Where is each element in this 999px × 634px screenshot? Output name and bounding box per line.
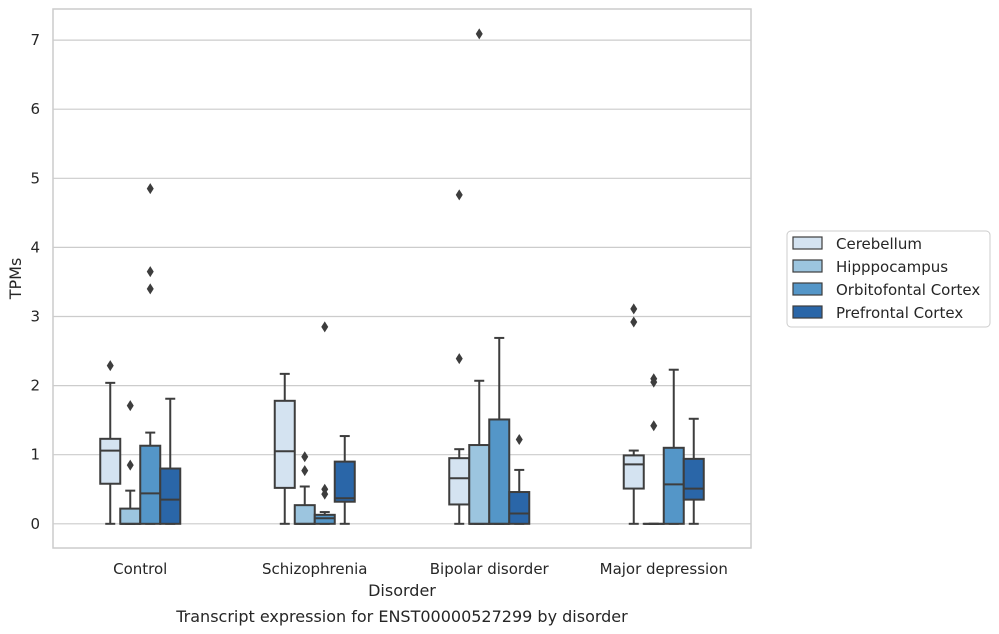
box-0-3 xyxy=(159,397,182,525)
legend-label: Orbitofontal Cortex xyxy=(836,281,980,299)
y-tick-label: 6 xyxy=(30,100,40,118)
box-0-1 xyxy=(119,400,142,525)
outlier-point xyxy=(455,353,463,365)
box-3-1 xyxy=(642,373,665,525)
box-3-2 xyxy=(662,368,685,525)
legend: Cerebellum Hipppocampus Orbitofontal Corte… xyxy=(786,230,991,328)
y-tick-labels: 0 1 2 3 4 5 6 7 xyxy=(30,31,40,533)
x-tick-label: Schizophrenia xyxy=(262,560,367,578)
outlier-point xyxy=(515,434,523,446)
box-body xyxy=(508,491,531,525)
chart-title: Transcript expression for ENST0000052729… xyxy=(175,607,628,626)
box-body xyxy=(139,444,162,525)
box-body xyxy=(313,513,336,525)
outlier-point xyxy=(630,316,638,328)
outlier-point xyxy=(475,28,483,40)
outlier-point xyxy=(106,360,114,372)
box-2-3 xyxy=(508,434,531,525)
x-axis-title: Disorder xyxy=(368,581,436,600)
box-body xyxy=(99,437,122,485)
box-2-0 xyxy=(448,189,471,525)
legend-label: Hipppocampus xyxy=(836,258,948,276)
outlier-point xyxy=(630,303,638,315)
y-axis-title: TPMs xyxy=(6,258,25,301)
box-body xyxy=(622,454,645,490)
box-body xyxy=(159,467,182,525)
outlier-point xyxy=(650,373,658,385)
legend-frame xyxy=(786,230,991,328)
y-tick-label: 7 xyxy=(30,31,40,49)
legend-label: Prefrontal Cortex xyxy=(836,304,963,322)
outlier-point xyxy=(301,451,309,463)
legend-swatch xyxy=(792,236,823,250)
y-tick-label: 4 xyxy=(30,238,40,256)
box-body xyxy=(293,504,316,525)
y-tick-label: 2 xyxy=(30,377,40,395)
plot-frame xyxy=(52,8,752,549)
x-tick-label: Major depression xyxy=(600,560,728,578)
box-body xyxy=(468,444,491,525)
box-series xyxy=(99,28,705,525)
outlier-point xyxy=(126,459,134,471)
box-2-1 xyxy=(468,28,491,525)
box-2-2 xyxy=(488,336,511,525)
y-tick-label: 3 xyxy=(30,308,40,326)
legend-swatch xyxy=(792,259,823,273)
box-0-0 xyxy=(99,360,122,525)
outlier-point xyxy=(321,483,329,495)
box-1-1 xyxy=(293,451,316,525)
y-tick-label: 0 xyxy=(30,515,40,533)
y-tick-label: 1 xyxy=(30,446,40,464)
box-body xyxy=(119,507,142,525)
x-tick-label: Control xyxy=(113,560,167,578)
box-body xyxy=(682,457,705,501)
legend-swatch xyxy=(792,305,823,319)
legend-swatch xyxy=(792,282,823,296)
outlier-point xyxy=(321,321,329,333)
box-body xyxy=(662,446,685,525)
box-body xyxy=(273,399,296,489)
legend-label: Cerebellum xyxy=(836,235,922,253)
y-tick-label: 5 xyxy=(30,169,40,187)
outlier-point xyxy=(650,420,658,432)
box-body xyxy=(448,457,471,506)
box-3-0 xyxy=(622,303,645,525)
x-tick-labels: Control Schizophrenia Bipolar disorder Majo… xyxy=(113,560,728,578)
outlier-point xyxy=(126,400,134,412)
outlier-point xyxy=(455,189,463,201)
box-0-2 xyxy=(139,183,162,525)
box-body xyxy=(488,418,511,525)
box-1-2 xyxy=(313,321,336,525)
x-tick-label: Bipolar disorder xyxy=(430,560,550,578)
box-3-3 xyxy=(682,417,705,525)
box-1-3 xyxy=(333,435,356,525)
outlier-point xyxy=(301,465,309,477)
outlier-point xyxy=(146,183,154,195)
outlier-point xyxy=(146,266,154,278)
box-1-0 xyxy=(273,372,296,525)
box-body xyxy=(333,460,356,503)
outlier-point xyxy=(146,283,154,295)
